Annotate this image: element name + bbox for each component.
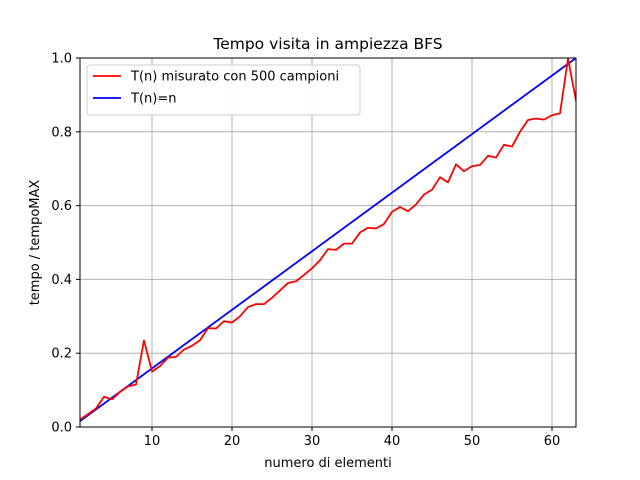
ticks: 10 20 30 40 50 60 0.0 0.2 0.4 0.6 0.8 1.0 xyxy=(51,52,560,450)
x-tick-label: 40 xyxy=(384,434,401,449)
series-line-linear xyxy=(80,58,576,422)
chart-title: Tempo visita in ampiezza BFS xyxy=(212,35,442,53)
x-tick-label: 30 xyxy=(304,434,321,449)
y-tick-label: 1.0 xyxy=(51,52,72,67)
x-tick-label: 50 xyxy=(464,434,481,449)
x-tick-label: 20 xyxy=(224,434,241,449)
x-axis-label: numero di elementi xyxy=(264,456,392,471)
series-line-measured xyxy=(80,58,576,421)
y-tick-label: 0.0 xyxy=(51,421,72,436)
y-tick-label: 0.6 xyxy=(51,199,72,214)
x-tick-label: 60 xyxy=(544,434,561,449)
y-tick-label: 0.2 xyxy=(51,347,72,362)
y-tick-label: 0.4 xyxy=(51,273,72,288)
plot-frame xyxy=(79,57,577,428)
y-tick-label: 0.8 xyxy=(51,125,72,140)
y-axis-label: tempo / tempoMAX xyxy=(28,180,43,306)
legend-entry-measured: T(n) misurato con 500 campioni xyxy=(130,70,339,85)
x-tick-label: 10 xyxy=(144,434,161,449)
legend-box xyxy=(86,64,361,116)
series-layer xyxy=(80,58,576,422)
grid xyxy=(80,57,576,428)
legend: T(n) misurato con 500 campioni T(n)=n xyxy=(86,64,361,116)
legend-entry-linear: T(n)=n xyxy=(130,92,176,107)
